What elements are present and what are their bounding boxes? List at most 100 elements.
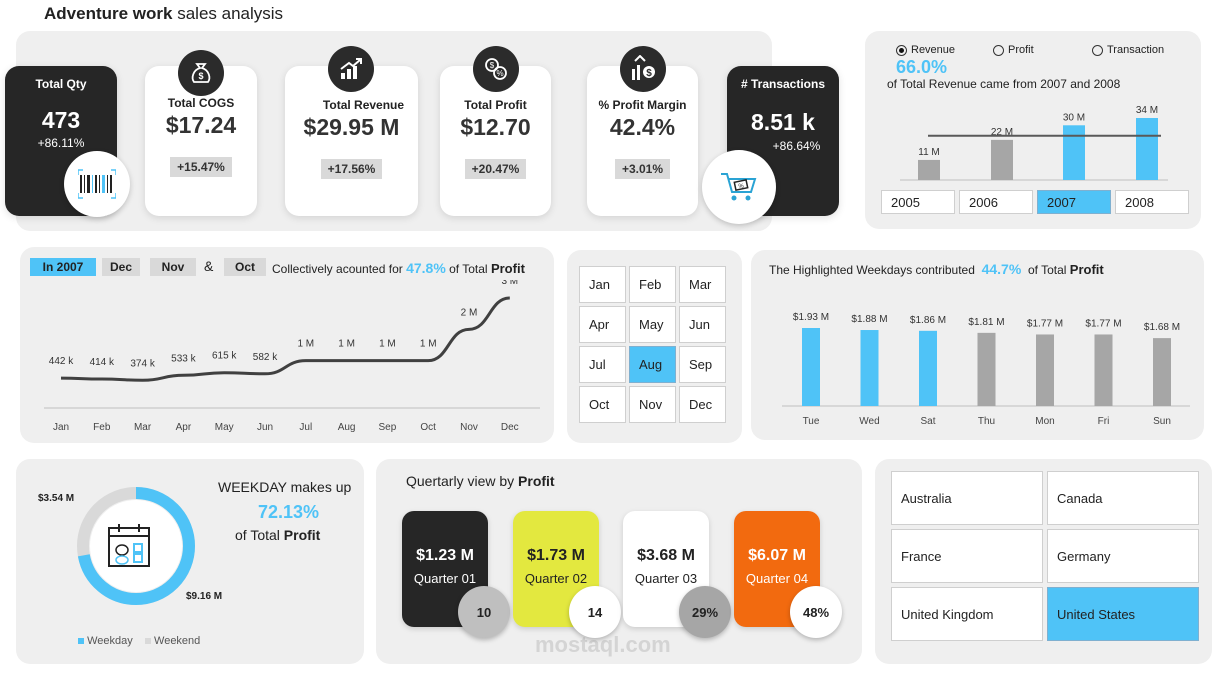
donut-weekday-label: $9.16 M <box>186 591 223 602</box>
month-slicer-jan[interactable]: Jan <box>579 266 626 303</box>
weekday-bar-label: $1.81 M <box>968 317 1004 328</box>
year-bar-chart: 11 M 22 M 30 M 34 M <box>900 105 1168 181</box>
coins-icon: $% <box>473 46 519 92</box>
month-panel <box>20 247 554 443</box>
month-slicer-label: Jan <box>589 277 610 292</box>
weekday-summary-pre: The Highlighted Weekdays contributed <box>769 263 975 277</box>
barcode-icon <box>64 151 130 217</box>
weekday-bar <box>1153 338 1171 406</box>
radio-transaction-dot <box>1092 44 1103 56</box>
month-slicer-apr[interactable]: Apr <box>579 306 626 343</box>
month-line <box>60 296 511 382</box>
kpi-profit-value: $12.70 <box>460 114 531 140</box>
month-tick-label: Aug <box>338 422 356 433</box>
month-slicer-aug[interactable]: Aug <box>629 346 676 383</box>
weekday-bar-chart: $1.93 M Tue $1.88 M Wed $1.86 M Sat $1.81 M Thu… <box>782 312 1190 427</box>
weekday-summary-mid: of Total <box>1027 263 1067 277</box>
weekday-bar <box>860 330 879 406</box>
month-summary-pre: Collectively acounted for <box>272 262 403 276</box>
year-bar <box>918 159 940 180</box>
month-slicer-jun[interactable]: Jun <box>679 306 726 343</box>
month-slicer-feb[interactable]: Feb <box>629 266 676 303</box>
radio-revenue[interactable]: Revenue <box>896 44 955 56</box>
year-slicer-2006[interactable]: 2006 <box>959 190 1033 214</box>
cart-icon: % <box>702 150 776 224</box>
month-point-label: 3 M <box>501 280 518 287</box>
month-slicer-jul[interactable]: Jul <box>579 346 626 383</box>
country-slicer-australia[interactable]: Australia <box>891 471 1043 525</box>
weekday-tick-label: Fri <box>1098 416 1110 427</box>
donut-text-line3-pre: of Total <box>235 527 280 543</box>
year-bar-label: 22 M <box>991 127 1013 138</box>
quarter-badge: 14 <box>569 586 621 638</box>
month-slicer-label: Apr <box>589 317 610 332</box>
country-slicer-label: Germany <box>1057 548 1111 564</box>
kpi-margin-change: +3.01% <box>614 159 671 179</box>
year-share-desc: of Total Revenue came from 2007 and 2008 <box>887 77 1121 91</box>
kpi-qty-label: Total Qty <box>35 77 87 91</box>
country-slicer-canada[interactable]: Canada <box>1047 471 1199 525</box>
quarter-title-pre: Quertarly view by <box>406 473 515 489</box>
calendar-icon <box>106 520 158 577</box>
tag-in-2007: In 2007 <box>30 258 96 276</box>
year-slicer-2007[interactable]: 2007 <box>1037 190 1111 214</box>
quarter-label: Quarter 02 <box>524 571 588 586</box>
weekday-tick-label: Tue <box>803 416 820 427</box>
weekday-tick-label: Thu <box>978 416 995 427</box>
month-slicer-sep[interactable]: Sep <box>679 346 726 383</box>
weekday-bar-label: $1.86 M <box>910 315 946 326</box>
quarter-badge: 48% <box>790 586 842 638</box>
year-slicer-2008[interactable]: 2008 <box>1115 190 1189 214</box>
year-bar <box>1063 125 1085 180</box>
month-slicer-mar[interactable]: Mar <box>679 266 726 303</box>
month-slicer-may[interactable]: May <box>629 306 676 343</box>
month-slicer-label: Mar <box>689 277 712 292</box>
country-slicer-france[interactable]: France <box>891 529 1043 583</box>
country-slicer-united-kingdom[interactable]: United Kingdom <box>891 587 1043 641</box>
month-line-chart: 442 k Jan 414 k Feb 374 k Mar 533 k Apr 615 k May… <box>44 280 540 433</box>
month-slicer-oct[interactable]: Oct <box>579 386 626 423</box>
country-slicer-united-states[interactable]: United States <box>1047 587 1199 641</box>
month-point-label: 615 k <box>212 351 237 362</box>
quarter-label: Quarter 04 <box>745 571 809 586</box>
month-summary: Collectively acounted for 47.8% of Total… <box>272 260 525 276</box>
year-slicer-2006-label: 2006 <box>969 194 998 210</box>
month-tick-label: May <box>215 422 234 433</box>
month-slicer-nov[interactable]: Nov <box>629 386 676 423</box>
radio-profit-dot <box>993 44 1004 56</box>
month-slicer-label: Aug <box>639 357 663 372</box>
tag-dec: Dec <box>102 258 140 276</box>
quarter-badge: 10 <box>458 586 510 638</box>
month-point-label: 533 k <box>171 353 196 364</box>
month-slicer-dec[interactable]: Dec <box>679 386 726 423</box>
donut-hole <box>90 500 182 592</box>
month-point-label: 374 k <box>130 358 155 369</box>
radio-profit[interactable]: Profit <box>993 44 1034 56</box>
month-slicer-label: Jun <box>689 317 710 332</box>
month-tick-label: Jun <box>257 422 273 433</box>
month-tick-label: Nov <box>460 422 478 433</box>
country-slicer-label: Canada <box>1057 490 1103 506</box>
donut-legend: Weekday Weekend <box>78 635 200 647</box>
growth-chart-icon <box>328 46 374 92</box>
dollar-up-icon: $ <box>620 46 666 92</box>
weekday-bar-label: $1.88 M <box>851 314 887 325</box>
weekday-bar-label: $1.77 M <box>1027 318 1063 329</box>
year-slicer-2005-label: 2005 <box>891 194 920 210</box>
month-point-label: 1 M <box>338 339 355 350</box>
legend-weekend-swatch <box>144 638 151 644</box>
month-tick-label: Apr <box>176 422 192 433</box>
tag-oct: Oct <box>224 258 266 276</box>
month-point-label: 1 M <box>297 339 314 350</box>
month-tick-label: Oct <box>420 422 436 433</box>
year-bar-label: 34 M <box>1136 105 1158 116</box>
weekday-donut-chart <box>77 487 195 605</box>
donut-text-line3-bold: Profit <box>283 527 321 543</box>
radio-transaction[interactable]: Transaction <box>1092 44 1164 56</box>
country-slicer-label: France <box>901 548 942 564</box>
country-slicer-germany[interactable]: Germany <box>1047 529 1199 583</box>
radio-revenue-dot <box>896 44 907 56</box>
weekday-bar <box>1094 334 1113 406</box>
year-slicer-2005[interactable]: 2005 <box>881 190 955 214</box>
quarter-card: $1.23 M Quarter 01 <box>402 511 488 627</box>
